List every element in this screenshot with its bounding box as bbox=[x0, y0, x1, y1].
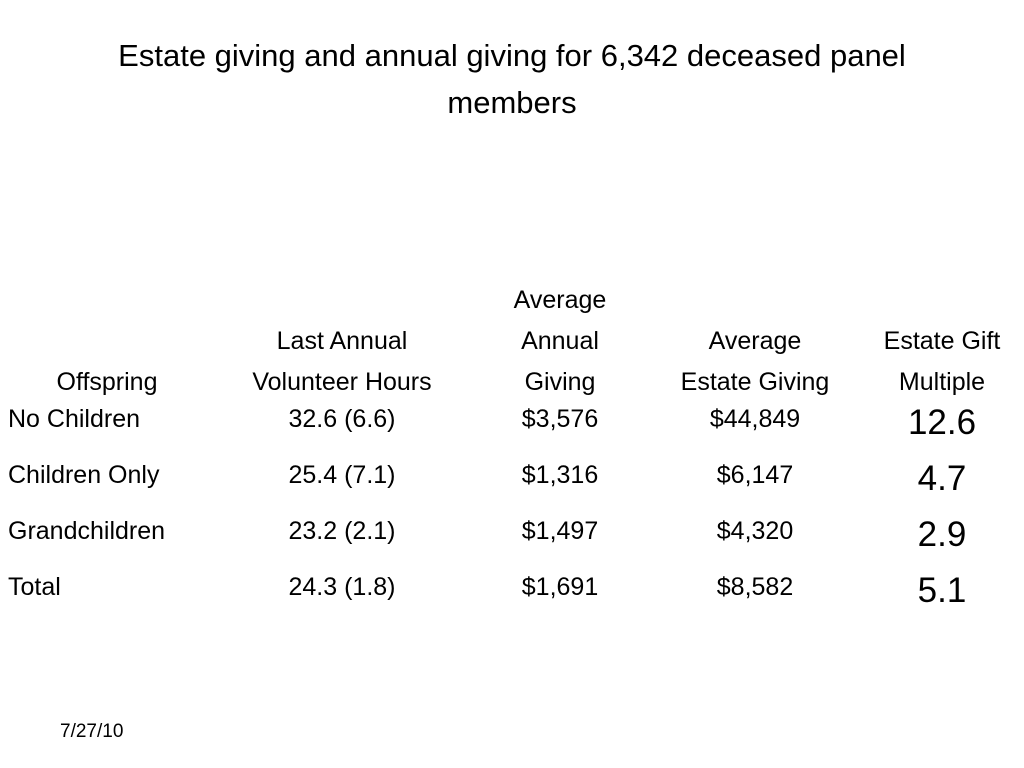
table-row: Children Only 25.4 (7.1) $1,316 $6,147 4… bbox=[0, 460, 1024, 516]
giving-table: Offspring Last Annual Volunteer Hours Av… bbox=[0, 280, 1024, 628]
header-hours-line-1: Last Annual bbox=[276, 327, 408, 355]
table-row: Grandchildren 23.2 (2.1) $1,497 $4,320 2… bbox=[0, 516, 1024, 572]
cell-estate-gift-multiple: 4.7 bbox=[917, 459, 967, 498]
cell-estate-giving: $44,849 bbox=[709, 405, 801, 433]
cell-volunteer-hours: 24.3 (1.8) bbox=[288, 573, 396, 601]
cell-estate-giving: $8,582 bbox=[716, 573, 794, 601]
cell-offspring: Children Only bbox=[8, 461, 160, 489]
cell-annual-giving: $3,576 bbox=[521, 405, 599, 433]
header-volunteer-hours: Last Annual Volunteer Hours bbox=[214, 280, 470, 404]
header-annual-line-3: Giving bbox=[524, 368, 596, 396]
slide-title: Estate giving and annual giving for 6,34… bbox=[118, 38, 906, 120]
header-annual-line-2: Annual bbox=[521, 327, 599, 355]
table-row: No Children 32.6 (6.6) $3,576 $44,849 12… bbox=[0, 404, 1024, 460]
cell-annual-giving: $1,691 bbox=[521, 573, 599, 601]
header-estate-gift-multiple: Estate Gift Multiple bbox=[860, 280, 1024, 404]
cell-offspring: Total bbox=[8, 573, 61, 601]
cell-volunteer-hours: 25.4 (7.1) bbox=[288, 461, 396, 489]
cell-volunteer-hours: 23.2 (2.1) bbox=[288, 517, 396, 545]
cell-offspring: No Children bbox=[8, 405, 141, 433]
header-estate-line-2: Estate Giving bbox=[680, 368, 830, 396]
header-multiple-line-2: Multiple bbox=[898, 368, 986, 396]
cell-volunteer-hours: 32.6 (6.6) bbox=[288, 405, 396, 433]
header-multiple-line-1: Estate Gift bbox=[883, 327, 1001, 355]
header-offspring: Offspring bbox=[0, 280, 214, 404]
cell-estate-gift-multiple: 5.1 bbox=[917, 571, 967, 610]
cell-annual-giving: $1,497 bbox=[521, 517, 599, 545]
header-estate-giving: Average Estate Giving bbox=[650, 280, 860, 404]
header-annual-line-1: Average bbox=[513, 286, 607, 314]
header-annual-giving: Average Annual Giving bbox=[470, 280, 650, 404]
slide-date: 7/27/10 bbox=[60, 721, 124, 742]
cell-estate-giving: $6,147 bbox=[716, 461, 794, 489]
header-hours-line-2: Volunteer Hours bbox=[252, 368, 432, 396]
cell-offspring: Grandchildren bbox=[8, 517, 166, 545]
cell-estate-gift-multiple: 12.6 bbox=[907, 403, 977, 442]
header-offspring-line: Offspring bbox=[56, 368, 158, 396]
header-estate-line-1: Average bbox=[708, 327, 802, 355]
cell-estate-giving: $4,320 bbox=[716, 517, 794, 545]
table-row: Total 24.3 (1.8) $1,691 $8,582 5.1 bbox=[0, 572, 1024, 628]
cell-estate-gift-multiple: 2.9 bbox=[917, 515, 967, 554]
cell-annual-giving: $1,316 bbox=[521, 461, 599, 489]
table-header-row: Offspring Last Annual Volunteer Hours Av… bbox=[0, 280, 1024, 404]
